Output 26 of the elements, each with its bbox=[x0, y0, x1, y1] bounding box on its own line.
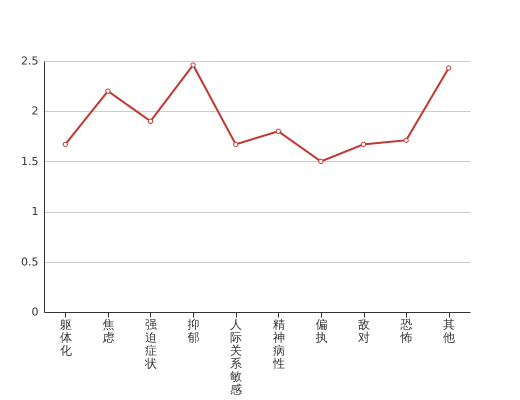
y-tick-label: 2 bbox=[32, 104, 38, 118]
point bbox=[360, 142, 366, 147]
y-tick-label: 2.5 bbox=[21, 54, 38, 68]
x-tick-label: 抑郁 bbox=[188, 318, 200, 344]
point bbox=[190, 62, 196, 68]
y-tick-label: 0.5 bbox=[21, 255, 38, 268]
x-tick-label: 精神病性 bbox=[272, 318, 285, 370]
point bbox=[62, 142, 68, 147]
point bbox=[105, 88, 111, 94]
y-tick-label: 0 bbox=[32, 306, 38, 318]
x-tick-label: 其他 bbox=[443, 318, 456, 344]
x-tick-label: 人际关系敏感 bbox=[230, 318, 242, 396]
x-tick-label: 躯体化 bbox=[60, 318, 72, 358]
point bbox=[318, 158, 324, 164]
x-tick-label: 偏执 bbox=[315, 318, 328, 344]
point bbox=[148, 118, 154, 124]
x-tick-label: 强迫症状 bbox=[144, 318, 157, 370]
point bbox=[233, 142, 238, 147]
x-tick-label: 恐怖 bbox=[400, 318, 413, 344]
y-tick-label: 1.5 bbox=[21, 154, 38, 168]
y-tick-label: 1 bbox=[32, 205, 38, 218]
point bbox=[276, 128, 281, 134]
x-tick-label: 焦虑 bbox=[102, 318, 114, 344]
point bbox=[446, 65, 452, 71]
x-tick-label: 敌对 bbox=[358, 318, 370, 344]
point bbox=[403, 138, 409, 143]
